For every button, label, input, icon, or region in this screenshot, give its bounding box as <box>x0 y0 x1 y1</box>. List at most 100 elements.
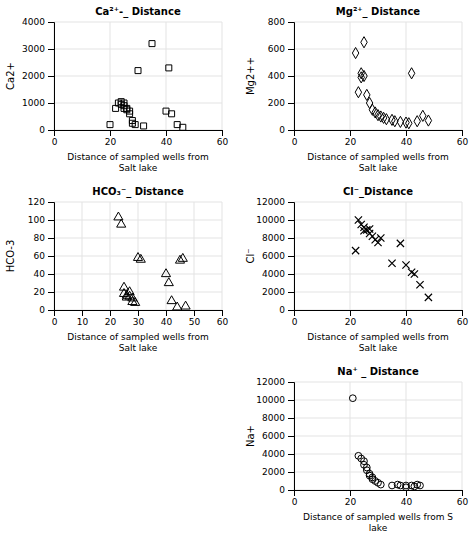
grid-line <box>462 22 463 130</box>
tick-mark <box>288 22 294 23</box>
grid-line <box>222 202 223 310</box>
tick: 2000 <box>262 287 294 297</box>
tick-label: 0 <box>39 305 45 315</box>
tick-label: 40 <box>401 317 413 327</box>
tick-label: 120 <box>28 197 45 207</box>
tick: 0 <box>292 490 298 507</box>
tick: 0 <box>279 485 294 495</box>
grid-line <box>462 382 463 490</box>
x-label: Distance of sampled wells fromSalt lake <box>67 332 208 353</box>
y-label: Na+ <box>245 425 256 447</box>
point <box>135 68 141 74</box>
grid-line <box>294 292 462 293</box>
y-label: Cl⁻ <box>245 248 256 263</box>
x-label: Distance of sampled wells fromSalt lake <box>67 152 208 173</box>
title: Na⁺ _ Distance <box>337 366 419 378</box>
point <box>377 481 384 488</box>
grid <box>294 382 462 490</box>
tick-label: 0 <box>279 485 285 495</box>
tick: 800 <box>268 17 294 27</box>
tick-label: 20 <box>105 137 117 147</box>
y-axis: 0200400600800 <box>268 17 295 135</box>
axis-line <box>288 383 295 491</box>
grid-line <box>350 22 351 130</box>
tick: 20 <box>345 130 357 147</box>
tick-mark <box>288 76 294 77</box>
tick: 60 <box>457 310 469 327</box>
axis-line <box>295 491 463 497</box>
grid-line <box>462 202 463 310</box>
y-label: HCO-3 <box>5 240 16 273</box>
point <box>107 122 113 128</box>
grid-line <box>54 103 222 104</box>
grid-line <box>294 400 462 401</box>
tick-label: 2000 <box>262 287 285 297</box>
point <box>164 278 173 286</box>
axis-line <box>288 203 295 311</box>
tick: 0 <box>292 310 298 327</box>
point <box>141 123 147 129</box>
points <box>352 216 432 301</box>
y-axis: 020406080100120 <box>28 197 55 315</box>
grid-line <box>350 202 351 310</box>
tick: 50 <box>189 310 201 327</box>
grid-line <box>294 454 462 455</box>
panel: 020406001000200030004000Ca²⁺-_ DistanceC… <box>5 6 228 173</box>
tick: 4000 <box>262 269 294 279</box>
tick: 0 <box>52 130 58 147</box>
tick-mark <box>288 382 294 383</box>
tick-mark <box>166 130 167 136</box>
point <box>355 87 361 98</box>
tick: 0 <box>279 125 294 135</box>
tick-label: 1000 <box>22 98 45 108</box>
title: Mg²⁺_ Distance <box>336 6 421 18</box>
point <box>131 298 140 306</box>
grid <box>54 202 222 310</box>
tick: 40 <box>161 310 173 327</box>
tick: 12000 <box>256 377 294 387</box>
axis-line <box>295 131 463 137</box>
axis-line <box>48 203 55 311</box>
point <box>127 111 133 117</box>
point <box>136 254 145 262</box>
point <box>167 296 176 304</box>
x-axis: 0102030405060 <box>52 310 229 327</box>
panel: 0102030405060020406080100120HCO₃⁻_ Dista… <box>5 186 228 353</box>
tick-label: 80 <box>34 233 46 243</box>
tick-label: 30 <box>133 317 145 327</box>
grid-line <box>294 220 462 221</box>
tick-label: 40 <box>161 317 173 327</box>
tick-mark <box>48 103 54 104</box>
tick: 60 <box>34 251 54 261</box>
y-axis: 020004000600080001000012000 <box>256 197 294 315</box>
grid-line <box>110 22 111 130</box>
tick: 20 <box>34 287 54 297</box>
axis-line <box>55 311 223 317</box>
x-axis: 0204060 <box>292 490 469 507</box>
point <box>361 37 367 48</box>
tick-label: 0 <box>52 317 58 327</box>
tick: 40 <box>401 490 413 507</box>
tick-label: 20 <box>34 287 46 297</box>
tick-label: 10000 <box>256 215 285 225</box>
tick-label: 20 <box>345 317 357 327</box>
tick-label: 600 <box>268 44 285 54</box>
tick-label: 6000 <box>262 431 285 441</box>
tick-label: 40 <box>401 137 413 147</box>
panel: 02040600200400600800Mg²⁺_ DistanceMg2++D… <box>245 6 468 173</box>
points <box>349 395 423 490</box>
point <box>352 47 358 58</box>
tick-mark <box>288 130 294 131</box>
tick-label: 60 <box>217 137 229 147</box>
tick-mark <box>82 310 83 316</box>
point <box>166 65 172 71</box>
grid-line <box>294 103 462 104</box>
tick-label: 0 <box>292 497 298 507</box>
tick: 80 <box>34 233 54 243</box>
point <box>417 482 424 489</box>
y-label: Ca2+ <box>5 62 16 90</box>
figure: 020406001000200030004000Ca²⁺-_ DistanceC… <box>0 0 474 542</box>
tick: 20 <box>345 310 357 327</box>
tick: 10000 <box>256 395 294 405</box>
tick-mark <box>288 490 294 491</box>
